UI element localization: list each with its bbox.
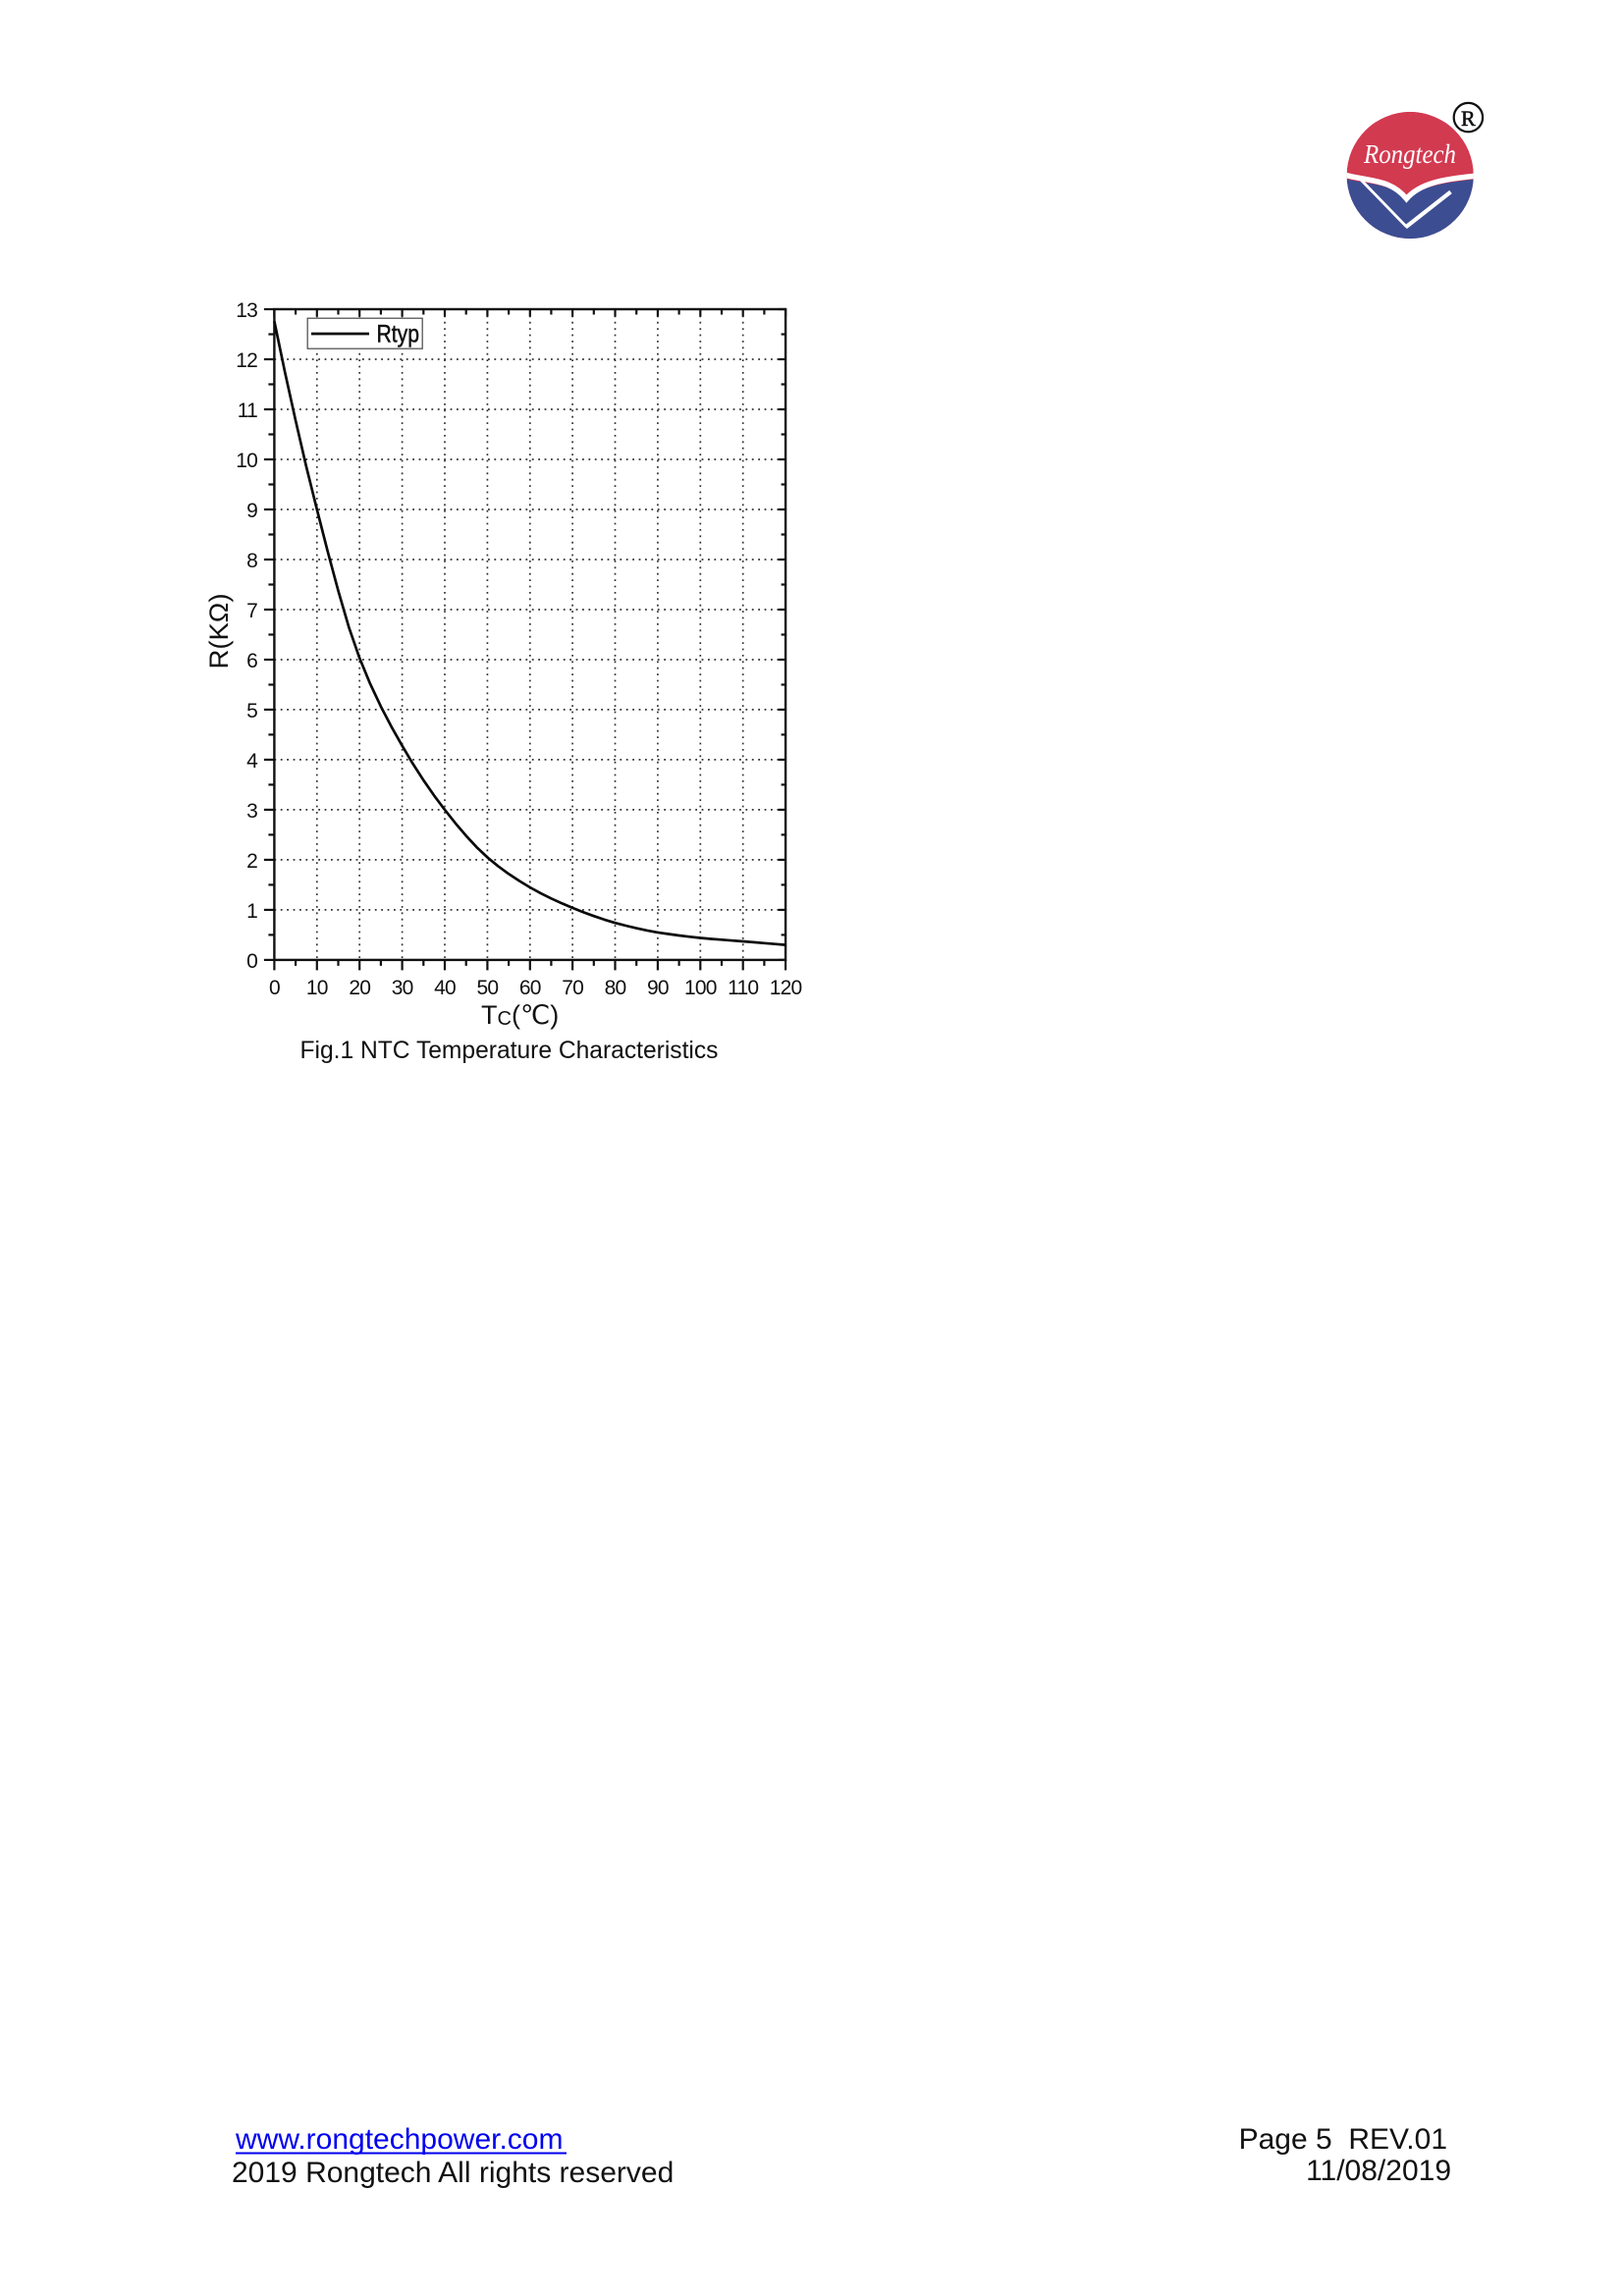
svg-text:50: 50 [477,977,499,999]
svg-text:90: 90 [647,977,669,999]
svg-text:R: R [1461,106,1476,131]
svg-text:9: 9 [246,500,257,522]
svg-text:10: 10 [306,977,328,999]
svg-text:Rongtech: Rongtech [1363,139,1456,169]
svg-text:110: 110 [728,977,758,999]
svg-text:0: 0 [246,950,257,973]
svg-text:www.rongtechpower.com: www.rongtechpower.com [235,2123,564,2156]
svg-text:10: 10 [236,450,257,472]
svg-text:80: 80 [605,977,626,999]
svg-text:0: 0 [269,977,280,999]
svg-text:13: 13 [236,299,257,322]
svg-text:2019 Rongtech All rights reser: 2019 Rongtech All rights reserved [232,2157,674,2189]
svg-text:6: 6 [246,650,257,672]
svg-text:Page 5 REV.01: Page 5 REV.01 [1239,2123,1447,2156]
svg-text:100: 100 [684,977,717,999]
svg-text:11: 11 [238,400,257,422]
svg-text:Rtyp: Rtyp [377,321,420,348]
svg-text:4: 4 [246,750,258,773]
svg-text:20: 20 [349,977,370,999]
svg-text:TC(℃): TC(℃) [481,1000,559,1030]
svg-text:12: 12 [236,349,257,372]
svg-text:40: 40 [434,977,456,999]
svg-text:1: 1 [246,900,257,923]
svg-text:120: 120 [770,977,802,999]
svg-text:2: 2 [246,850,257,873]
svg-text:5: 5 [246,700,257,722]
svg-text:11/08/2019: 11/08/2019 [1306,2155,1451,2187]
svg-text:70: 70 [562,977,583,999]
svg-text:Fig.1 NTC Temperature Characte: Fig.1 NTC Temperature Characteristics [300,1038,719,1064]
svg-text:30: 30 [392,977,413,999]
svg-text:R(KΩ): R(KΩ) [204,594,234,669]
svg-text:7: 7 [246,600,257,622]
svg-text:60: 60 [519,977,541,999]
svg-text:8: 8 [246,550,257,572]
svg-text:3: 3 [246,800,257,823]
